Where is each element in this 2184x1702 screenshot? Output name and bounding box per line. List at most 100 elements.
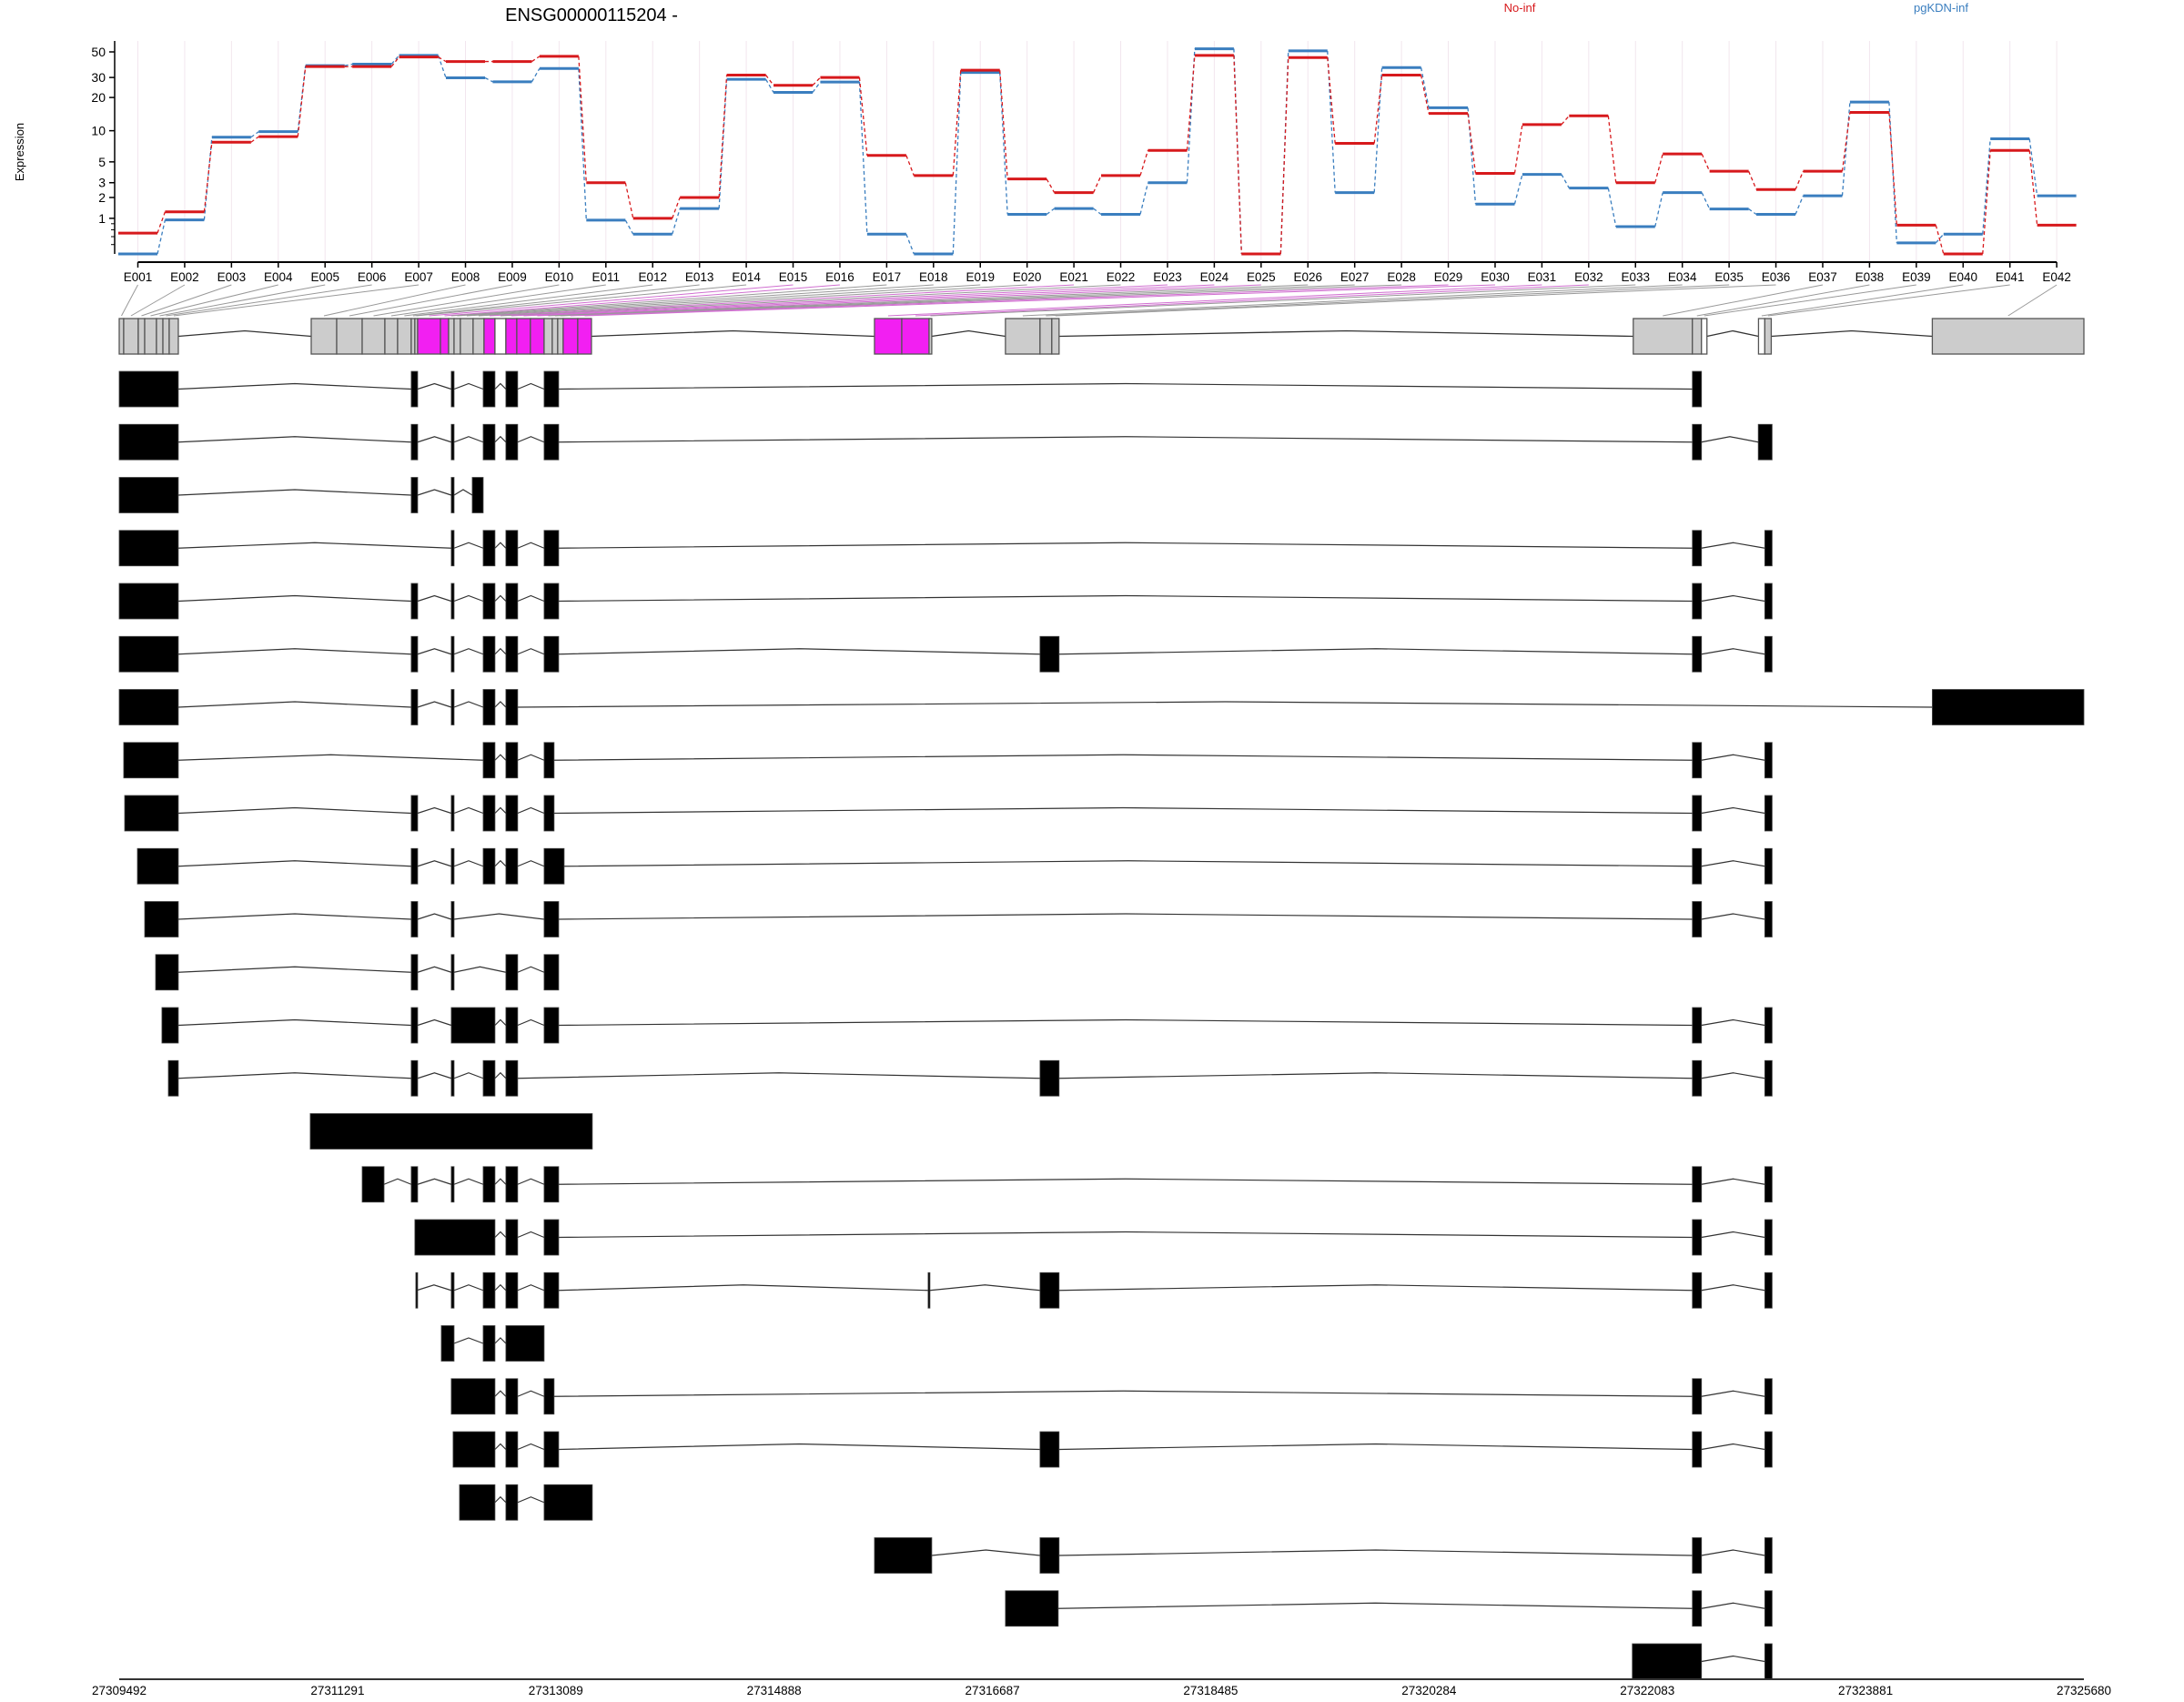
exon-bin-e031 — [874, 318, 903, 355]
x-tick-label: E033 — [1621, 270, 1650, 284]
transcript-exon — [450, 795, 455, 832]
transcript-intron — [494, 701, 507, 708]
y-tick-label: 2 — [98, 190, 106, 205]
expression-connector — [203, 142, 213, 212]
expression-connector — [297, 66, 307, 132]
transcript-exon — [410, 795, 419, 832]
expression-connector — [1233, 55, 1242, 255]
expression-connector — [1513, 174, 1523, 205]
x-tick-label: E005 — [310, 270, 339, 284]
x-tick-label: E039 — [1902, 270, 1931, 284]
expression-connector — [718, 75, 728, 198]
transcript-row — [452, 1431, 1773, 1468]
exon-bin-e010 — [361, 318, 386, 355]
x-tick-label: E001 — [124, 270, 153, 284]
transcript-intron — [494, 1018, 507, 1026]
x-tick-label: E009 — [498, 270, 527, 284]
transcript-exon — [450, 689, 455, 725]
x-tick-label: E006 — [358, 270, 387, 284]
transcript-exon — [161, 1007, 179, 1044]
transcript-row — [136, 847, 1773, 885]
y-tick-label: 5 — [98, 155, 106, 169]
transcript-exon — [1764, 847, 1773, 885]
transcript-intron — [1701, 754, 1765, 761]
expression-connector — [1373, 67, 1383, 193]
expression-connector — [437, 55, 447, 78]
exon-bin-e024 — [516, 318, 531, 355]
transcript-exon — [118, 689, 179, 725]
genomic-tick-label: 27323881 — [1838, 1684, 1893, 1697]
transcript-exon — [1692, 1378, 1703, 1415]
x-tick-label: E018 — [919, 270, 948, 284]
exon-connector-line — [1663, 284, 1824, 317]
exon-bin-e009 — [336, 318, 363, 355]
transcript-exon — [1692, 901, 1703, 937]
transcript-row — [118, 477, 484, 513]
transcript-intron — [1701, 1443, 1765, 1451]
transcript-intron — [1058, 648, 1693, 655]
transcript-row — [1632, 1643, 1773, 1680]
transcript-intron — [1701, 594, 1765, 603]
transcript-intron — [494, 1390, 507, 1397]
x-tick-label: E002 — [170, 270, 199, 284]
transcript-exon — [118, 530, 179, 567]
transcript-exon — [505, 1484, 519, 1521]
transcript-intron — [177, 436, 411, 443]
x-tick-label: E010 — [545, 270, 574, 284]
transcript-exon — [118, 583, 179, 620]
transcript-exon — [505, 689, 519, 725]
transcript-intron — [494, 382, 507, 390]
transcript-row — [309, 1113, 593, 1150]
x-tick-label: E038 — [1855, 270, 1885, 284]
transcript-exon — [1764, 795, 1773, 832]
expression-connector — [1093, 208, 1102, 216]
transcript-exon — [1757, 423, 1773, 461]
exon-connector-line — [548, 284, 1309, 317]
transcript-intron — [553, 806, 1693, 815]
transcript-exon — [1692, 635, 1703, 673]
genomic-tick-label: 27325680 — [2057, 1684, 2111, 1697]
expression-connector — [1701, 192, 1711, 209]
expression-connector — [484, 76, 493, 83]
genomic-tick-label: 27314888 — [747, 1684, 802, 1697]
transcript-intron — [453, 913, 545, 920]
expression-connector — [858, 82, 868, 235]
exon-bin-e029 — [562, 318, 579, 355]
transcript-exon — [1764, 1590, 1773, 1627]
transcript-row — [118, 530, 1773, 567]
transcript-exon — [450, 477, 455, 513]
exon-bin-e042 — [1931, 318, 2085, 355]
expression-connector — [1982, 138, 1991, 235]
exon-bin-e001 — [118, 318, 125, 355]
x-tick-label: E025 — [1247, 270, 1276, 284]
expression-connector — [2028, 138, 2038, 197]
expression-connector — [672, 208, 681, 235]
transcript-exon — [482, 1059, 496, 1097]
transcript-exon — [450, 1166, 455, 1203]
transcript-row — [874, 1537, 1773, 1574]
transcript-exon — [118, 370, 179, 408]
transcript-exon — [1039, 1431, 1060, 1468]
transcript-exon — [543, 1431, 560, 1468]
transcript-exon — [482, 795, 496, 832]
genomic-tick-label: 27320284 — [1401, 1684, 1457, 1697]
expression-connector — [1982, 150, 1991, 255]
transcript-intron — [417, 648, 452, 655]
transcript-intron — [417, 806, 452, 815]
exon-bin-e016 — [440, 318, 450, 355]
transcript-intron — [453, 1072, 484, 1079]
transcript-intron — [1701, 1284, 1765, 1292]
transcript-intron — [517, 436, 545, 443]
transcript-exon — [471, 477, 484, 513]
expression-connector — [1654, 192, 1663, 228]
transcript-exon — [452, 1431, 496, 1468]
expression-connector — [1561, 115, 1570, 126]
expression-connector — [390, 55, 400, 65]
expression-connector — [1841, 112, 1851, 172]
transcript-row — [124, 795, 1773, 832]
transcript-intron — [1701, 542, 1765, 549]
x-tick-label: E032 — [1574, 270, 1603, 284]
transcript-exon — [414, 1219, 496, 1256]
transcript-exon — [450, 847, 455, 885]
transcript-intron — [453, 966, 507, 973]
